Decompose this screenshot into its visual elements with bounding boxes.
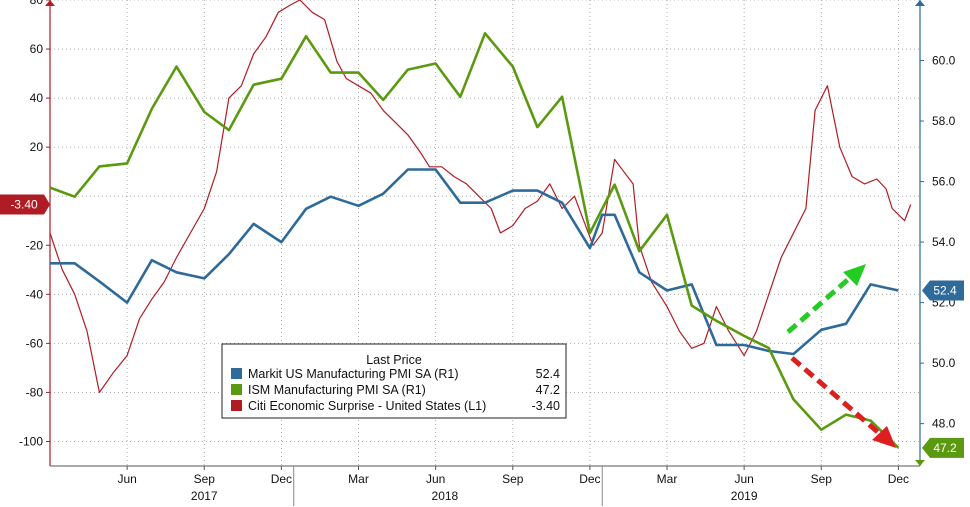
x-year-label: 2019 <box>731 489 758 503</box>
legend-entry-label: Citi Economic Surprise - United States (… <box>248 399 486 413</box>
right-ism-flag <box>922 437 964 458</box>
left-tick-label: 80 <box>30 0 44 7</box>
left-axis: 80 60 40 20 -20 -40 -60 -80 -100 <box>19 0 55 466</box>
series-line-2 <box>49 31 900 449</box>
right-tick-label: 58.0 <box>932 114 956 128</box>
x-axis: Jun Sep Dec Mar Jun Sep Dec Mar Jun Sep Dec 2017 201… <box>50 465 920 506</box>
right-axis-bottom-arrow-icon <box>915 460 925 466</box>
legend-title: Last Price <box>366 353 422 367</box>
series-lines <box>49 0 912 449</box>
legend-swatch <box>231 400 242 411</box>
series-line-1 <box>50 168 899 356</box>
x-month-label: Mar <box>657 472 678 486</box>
legend-entry-label: Markit US Manufacturing PMI SA (R1) <box>248 367 458 381</box>
left-tick-label: -40 <box>26 287 44 301</box>
left-tick-label: 40 <box>30 91 44 105</box>
legend-entry-label: ISM Manufacturing PMI SA (R1) <box>248 383 426 397</box>
legend-box <box>221 343 567 419</box>
left-tick-label: -20 <box>26 238 44 252</box>
legend: Last Price Markit US Manufacturing PMI S… <box>221 343 567 419</box>
right-tick-label: 56.0 <box>932 175 956 189</box>
green-arrow-head-icon <box>843 264 866 286</box>
x-month-label: Dec <box>579 472 600 486</box>
trend-arrows <box>786 264 896 448</box>
right-tick-label: 54.0 <box>932 235 956 249</box>
right-tick-label: 60.0 <box>932 54 956 68</box>
left-tick-label: 60 <box>30 42 44 56</box>
right-tick-label: 48.0 <box>932 417 956 431</box>
series-line-3 <box>49 0 912 393</box>
left-tick-label: -100 <box>19 434 43 448</box>
right-axis-top-arrow-icon <box>915 0 925 6</box>
x-year-label: 2017 <box>191 489 218 503</box>
x-month-label: Jun <box>426 472 445 486</box>
left-value-flag-text: -3.40 <box>10 198 38 212</box>
legend-swatch <box>231 384 242 395</box>
right-markit-flag <box>922 280 964 301</box>
right-axis: 60.058.056.054.052.050.048.0 <box>915 0 956 466</box>
green-trend-arrow-line <box>786 274 854 334</box>
x-month-label: Mar <box>348 472 369 486</box>
x-month-label: Jun <box>117 472 136 486</box>
x-month-label: Dec <box>888 472 909 486</box>
red-arrow-head-icon <box>872 426 896 448</box>
x-month-label: Sep <box>194 472 216 486</box>
x-month-label: Jun <box>734 472 753 486</box>
x-month-label: Sep <box>811 472 833 486</box>
x-month-label: Dec <box>271 472 292 486</box>
x-month-label: Sep <box>502 472 524 486</box>
right-ism-flag-text: 47.2 <box>933 441 957 455</box>
legend-entry-value: -3.40 <box>532 399 561 413</box>
right-tick-label: 50.0 <box>932 356 956 370</box>
legend-swatch <box>231 368 242 379</box>
value-flags: -3.40 52.4 47.2 <box>0 194 964 458</box>
x-year-label: 2018 <box>432 489 459 503</box>
left-value-flag <box>0 194 50 215</box>
left-tick-label: 20 <box>30 140 44 154</box>
legend-entry-value: 47.2 <box>536 383 560 397</box>
left-tick-label: -60 <box>26 336 44 350</box>
red-trend-arrow-line <box>790 356 882 436</box>
left-axis-arrow-icon <box>45 0 55 6</box>
left-tick-label: -80 <box>26 385 44 399</box>
right-markit-flag-text: 52.4 <box>933 283 957 297</box>
legend-entry-value: 52.4 <box>536 367 560 381</box>
